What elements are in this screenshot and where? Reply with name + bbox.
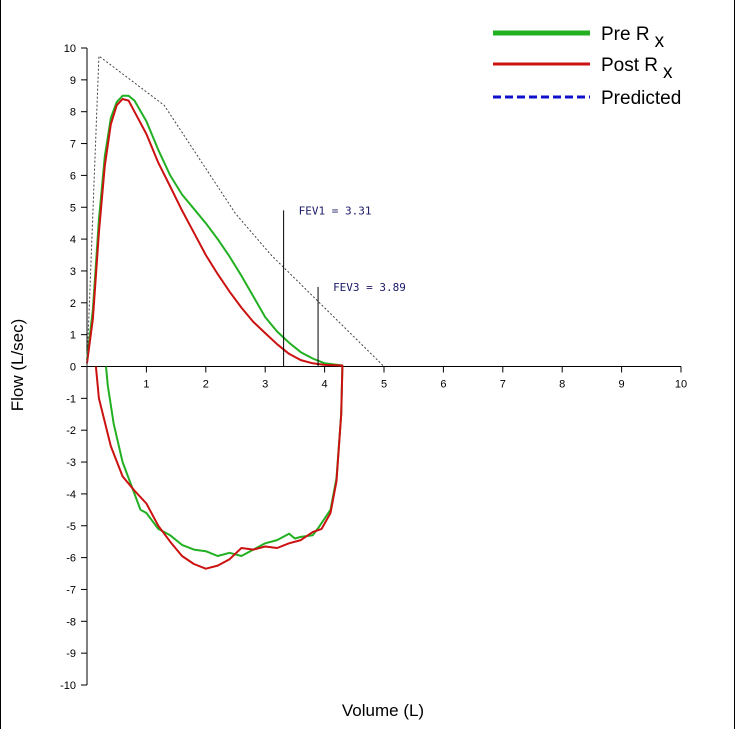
y-tick-label: 8 <box>70 107 76 119</box>
y-tick-label: 9 <box>70 75 76 87</box>
series-line-predicted <box>86 55 385 367</box>
y-tick-label: 2 <box>70 298 76 310</box>
x-tick-label: 8 <box>559 379 565 391</box>
x-tick-label: 4 <box>322 379 328 391</box>
series-layer <box>86 55 385 570</box>
y-tick-label: 4 <box>70 234 76 246</box>
y-tick-label: 3 <box>70 266 76 278</box>
x-tick-label: 7 <box>500 379 506 391</box>
y-tick-label: 5 <box>70 202 76 214</box>
y-tick-label: -9 <box>66 648 76 660</box>
y-axis-label: Flow (L/sec) <box>8 319 27 412</box>
y-tick-label: -3 <box>66 457 76 469</box>
series-line-post-rx <box>86 98 344 570</box>
y-tick-label: 1 <box>70 330 76 342</box>
y-tick-label: -7 <box>66 584 76 596</box>
y-tick-label: -2 <box>66 425 76 437</box>
y-tick-label: 10 <box>64 43 76 55</box>
x-tick-label: 6 <box>440 379 446 391</box>
y-tick-label: -10 <box>60 680 76 692</box>
y-tick-label: -5 <box>66 521 76 533</box>
x-tick-label: 2 <box>203 379 209 391</box>
fev-marker-label: FEV3 = 3.89 <box>333 281 406 294</box>
y-tick-label: -8 <box>66 616 76 628</box>
annotation-layer: FEV1 = 3.31 FEV3 = 3.89 <box>283 204 406 367</box>
y-tick-label: -4 <box>66 489 76 501</box>
y-tick-label: 6 <box>70 170 76 182</box>
x-tick-label: 10 <box>675 379 687 391</box>
x-tick-label: 5 <box>381 379 387 391</box>
y-tick-label: 7 <box>70 139 76 151</box>
x-tick-label: 9 <box>619 379 625 391</box>
y-tick-label: -1 <box>66 393 76 405</box>
x-tick-label: 1 <box>143 379 149 391</box>
x-axis-label: Volume (L) <box>342 701 424 720</box>
series-line-pre-rx <box>86 94 344 557</box>
x-tick-label: 3 <box>262 379 268 391</box>
y-tick-label: -6 <box>66 553 76 565</box>
y-tick-label: 0 <box>70 362 76 374</box>
fev-marker-label: FEV1 = 3.31 <box>299 204 372 217</box>
legend-label: Predicted <box>601 88 681 109</box>
